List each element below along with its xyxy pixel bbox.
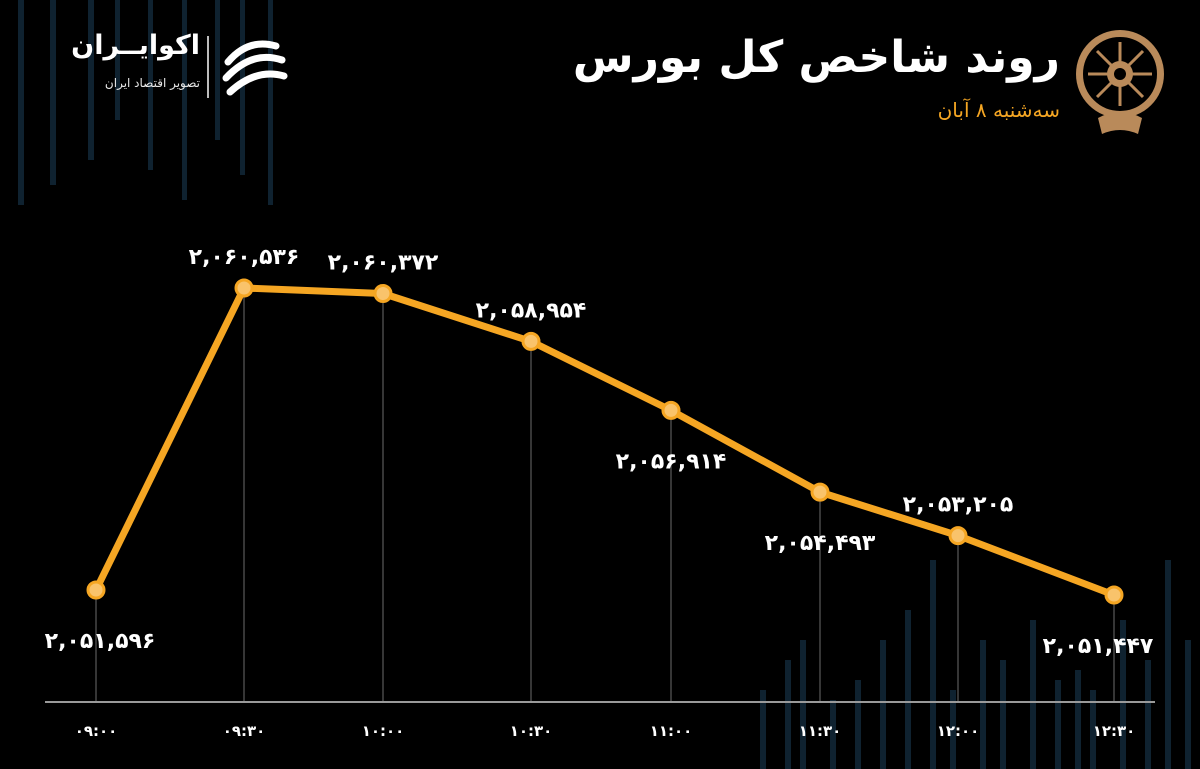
ecoiran-swirl-icon — [222, 40, 288, 96]
data-point — [234, 278, 254, 298]
logo-divider — [207, 36, 209, 98]
data-point — [1104, 585, 1124, 605]
data-label: ۲,۰۵۱,۵۹۶ — [45, 629, 156, 654]
page-title: روند شاخص کل بورس — [572, 32, 1060, 83]
x-tick-label: ۰۹:۰۰ — [75, 722, 118, 740]
data-point — [86, 580, 106, 600]
data-point — [661, 400, 681, 420]
title-block: روند شاخص کل بورس سه‌شنبه ۸ آبان — [573, 22, 1060, 122]
data-label: ۲,۰۵۱,۴۴۷ — [1043, 634, 1154, 659]
x-tick-label: ۱۱:۰۰ — [650, 722, 693, 740]
brand-logo: اکوایــران تصویر اقتصاد ایران — [40, 30, 300, 110]
data-point — [948, 526, 968, 546]
x-tick-label: ۱۱:۳۰ — [799, 722, 842, 740]
data-label: ۲,۰۵۳,۲۰۵ — [903, 493, 1014, 518]
data-label: ۲,۰۵۸,۹۵۴ — [476, 298, 587, 323]
data-point — [373, 284, 393, 303]
brand-tagline: تصویر اقتصاد ایران — [104, 76, 200, 90]
date-subtitle: سه‌شنبه ۸ آبان — [937, 98, 1060, 122]
brand-name: اکوایــران — [71, 30, 200, 61]
x-tick-label: ۰۹:۳۰ — [223, 722, 266, 740]
series-line — [92, 284, 1118, 599]
data-label: ۲,۰۵۶,۹۱۴ — [616, 449, 727, 474]
data-label: ۲,۰۶۰,۵۳۶ — [189, 245, 300, 270]
x-tick-label: ۱۰:۰۰ — [362, 722, 405, 740]
data-point — [810, 482, 830, 502]
x-tick-label: ۱۲:۳۰ — [1093, 722, 1136, 740]
x-tick-label: ۱۲:۰۰ — [937, 722, 980, 740]
data-label: ۲,۰۶۰,۳۷۲ — [328, 251, 439, 276]
stock-exchange-emblem-icon — [1076, 30, 1164, 134]
x-tick-label: ۱۰:۳۰ — [510, 722, 553, 740]
data-point — [521, 331, 541, 351]
data-label: ۲,۰۵۴,۴۹۳ — [765, 531, 876, 556]
